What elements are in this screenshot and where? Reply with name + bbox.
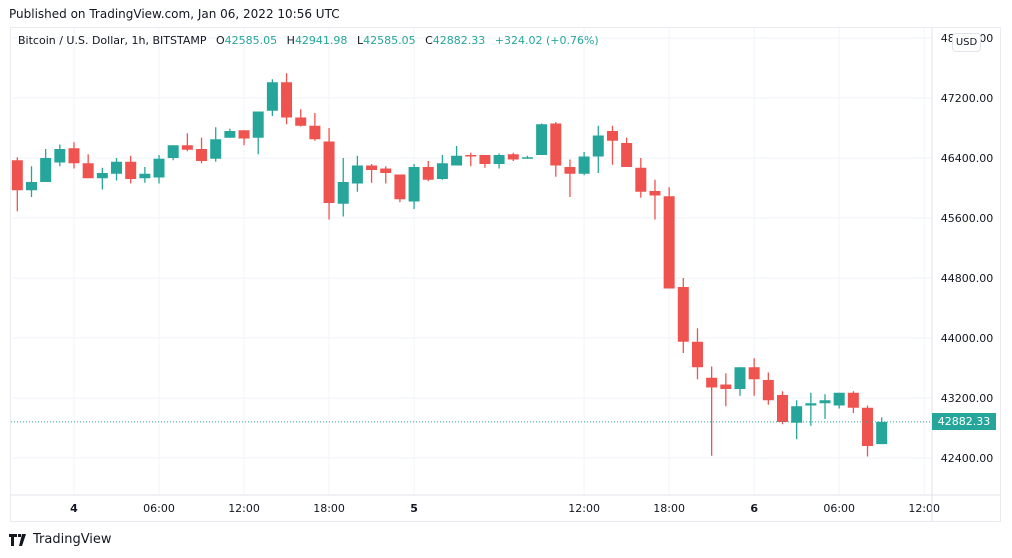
open-value: 42585.05 (224, 34, 278, 47)
time-tick: 06:00 (143, 502, 175, 515)
candle[interactable] (281, 73, 293, 125)
time-tick: 18:00 (313, 502, 345, 515)
candle[interactable] (436, 155, 448, 180)
candle[interactable] (25, 166, 37, 197)
open-label: O (215, 34, 225, 47)
time-tick: 12:00 (568, 502, 600, 515)
candle[interactable] (677, 278, 689, 353)
time-tick: 4 (70, 502, 78, 515)
candle[interactable] (394, 174, 406, 203)
candle[interactable] (422, 161, 434, 182)
candle[interactable] (408, 164, 420, 209)
candle[interactable] (465, 152, 477, 167)
candle[interactable] (847, 391, 859, 413)
symbol-title[interactable]: Bitcoin / U.S. Dollar, 1h, BITSTAMP (18, 34, 207, 47)
candle[interactable] (82, 154, 94, 179)
candle[interactable] (238, 130, 250, 146)
price-tick: 46400.00 (941, 152, 994, 165)
chart-legend: Bitcoin / U.S. Dollar, 1h, BITSTAMP O425… (18, 34, 599, 47)
time-tick: 5 (410, 502, 418, 515)
candle[interactable] (68, 142, 80, 169)
candle[interactable] (295, 109, 307, 127)
candle[interactable] (111, 158, 123, 181)
candle[interactable] (635, 158, 647, 198)
candle[interactable] (139, 167, 151, 183)
close-label: C (425, 34, 433, 47)
published-note: Published on TradingView.com, Jan 06, 20… (9, 7, 340, 21)
price-tick: 43200.00 (941, 392, 994, 405)
candle[interactable] (777, 391, 788, 425)
candle[interactable] (550, 122, 562, 177)
time-tick: 6 (750, 502, 758, 515)
candle[interactable] (337, 158, 349, 217)
candle[interactable] (167, 145, 179, 161)
low-value: 42585.05 (363, 34, 416, 47)
chart-frame[interactable] (10, 27, 1001, 522)
time-tick: 12:00 (908, 502, 940, 515)
candle[interactable] (592, 125, 604, 173)
candle[interactable] (266, 79, 278, 116)
candle[interactable] (451, 146, 463, 166)
candle[interactable] (309, 113, 321, 141)
candle[interactable] (720, 373, 732, 407)
candle[interactable] (54, 144, 66, 167)
candle[interactable] (649, 179, 661, 220)
tradingview-brand[interactable]: TradingView (9, 532, 112, 547)
candle[interactable] (621, 137, 633, 167)
candle[interactable] (252, 111, 264, 155)
candle[interactable] (536, 123, 548, 156)
brand-name: TradingView (33, 532, 112, 547)
candle[interactable] (805, 392, 817, 426)
high-value: 42941.98 (294, 34, 348, 47)
candle[interactable] (791, 400, 803, 440)
price-tick: 44800.00 (941, 272, 994, 285)
candle[interactable] (862, 405, 874, 457)
low-label: L (356, 34, 364, 47)
high-label: H (286, 34, 295, 47)
price-tick: 44000.00 (941, 332, 994, 345)
candle[interactable] (706, 366, 718, 456)
candle[interactable] (11, 157, 23, 212)
close-value: 42882.33 (432, 34, 486, 47)
candle[interactable] (351, 155, 363, 192)
time-tick: 18:00 (653, 502, 685, 515)
candle[interactable] (40, 149, 52, 182)
candle[interactable] (210, 127, 222, 162)
candle[interactable] (507, 152, 519, 161)
candle[interactable] (196, 137, 208, 164)
candle[interactable] (153, 155, 165, 184)
tradingview-logo-icon (9, 533, 26, 546)
candle[interactable] (323, 128, 335, 220)
candle[interactable] (479, 155, 491, 168)
candle[interactable] (833, 392, 845, 409)
price-tick: 45600.00 (941, 212, 994, 225)
candle[interactable] (380, 166, 392, 184)
candle[interactable] (125, 155, 137, 184)
candle[interactable] (521, 155, 533, 159)
candle[interactable] (366, 164, 378, 183)
candle[interactable] (819, 394, 831, 419)
candle[interactable] (578, 152, 590, 176)
candle[interactable] (606, 125, 618, 165)
candle[interactable] (564, 159, 576, 198)
candle[interactable] (493, 153, 505, 169)
price-tick: 42400.00 (941, 452, 994, 465)
candle[interactable] (663, 187, 675, 289)
candle[interactable] (181, 133, 193, 152)
price-tick: 47200.00 (941, 92, 994, 105)
candle[interactable] (224, 128, 236, 138)
candle[interactable] (734, 367, 746, 396)
candle[interactable] (96, 167, 108, 190)
change-value: +324.02 (+0.76%) (494, 34, 599, 47)
time-tick: 06:00 (823, 502, 855, 515)
candle[interactable] (762, 372, 774, 405)
currency-button[interactable]: USD (952, 33, 981, 52)
candle[interactable] (748, 358, 760, 396)
current-price-tag: 42882.33 (932, 413, 996, 430)
candle[interactable] (691, 328, 703, 380)
time-tick: 12:00 (228, 502, 260, 515)
